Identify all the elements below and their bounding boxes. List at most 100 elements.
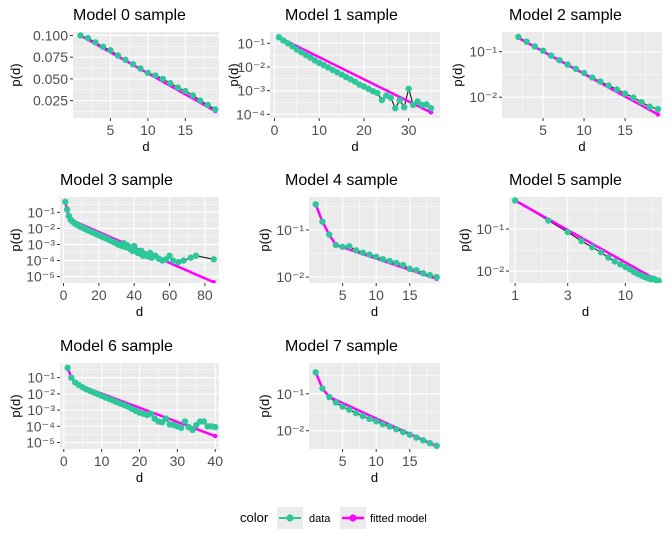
plot-area (62, 198, 217, 283)
plot-area (312, 369, 440, 449)
data-point (605, 254, 612, 261)
data-point (597, 78, 604, 85)
fit-point (428, 110, 434, 115)
data-point (406, 431, 413, 438)
data-point (99, 43, 107, 50)
data-point (189, 426, 196, 434)
legend-label-fit: fitted model (370, 513, 427, 525)
data-point (372, 418, 380, 425)
plot-background (60, 197, 219, 283)
data-point (545, 217, 552, 224)
data-point (181, 418, 189, 425)
y-axis-label: p(d) (8, 228, 23, 251)
x-tick-label: 30 (401, 122, 417, 138)
x-tick-label: 5 (539, 122, 547, 138)
y-tick-label: 10⁻¹ (476, 221, 504, 237)
y-tick-label: 10⁻¹ (276, 386, 304, 402)
data-point (386, 423, 393, 430)
data-point (548, 52, 555, 59)
y-tick-label: 10⁻² (27, 220, 55, 236)
x-tick-label: 60 (162, 287, 178, 303)
fit-point (655, 112, 661, 117)
x-tick-label: 20 (91, 287, 107, 303)
data-point (137, 65, 144, 72)
data-point (289, 43, 296, 50)
x-axis-label: d (142, 139, 149, 154)
data-point (275, 34, 283, 41)
data-point (107, 47, 114, 54)
data-point (386, 257, 393, 265)
y-tick-label: 10⁻¹ (237, 35, 265, 51)
data-point (352, 247, 360, 254)
x-tick-label: 10 (368, 287, 384, 303)
y-tick-label: 10⁻² (27, 386, 55, 402)
data-point (405, 85, 412, 92)
x-tick-label: 5 (339, 453, 347, 469)
plot-area (312, 201, 440, 282)
x-tick-label: 0 (60, 453, 68, 469)
data-point (420, 437, 427, 444)
data-point (523, 38, 530, 45)
data-point (539, 47, 547, 54)
plot-background (309, 363, 440, 449)
data-point (531, 43, 539, 50)
x-tick-label: 30 (170, 453, 186, 469)
y-tick-label: 10⁻⁴ (26, 253, 55, 269)
data-point (433, 273, 440, 281)
data-point (210, 256, 217, 263)
data-point (144, 69, 152, 77)
data-point (189, 92, 196, 99)
plot-area (515, 33, 662, 117)
data-point (122, 56, 129, 63)
y-tick-label: 10⁻⁵ (26, 269, 55, 285)
data-point (68, 374, 75, 381)
data-point (379, 421, 387, 428)
data-point (84, 34, 92, 42)
plot-area (77, 32, 219, 114)
data-point (511, 197, 519, 204)
x-axis-label: d (578, 139, 585, 154)
y-tick-label: 10⁻⁴ (26, 418, 55, 434)
data-point (159, 75, 167, 83)
data-point (339, 243, 346, 250)
data-point (63, 206, 71, 213)
x-tick-label: 10 (576, 122, 592, 138)
panel-title: Model 2 sample (509, 7, 622, 24)
panel-6: Model 6 sample 0 10 20 30 40 10⁻¹10⁻²10⁻³10⁻⁴1… (8, 338, 223, 485)
y-tick-label: 10⁻⁴ (236, 106, 265, 122)
data-point (588, 244, 596, 251)
panel-1: Model 1 sample 0 10 20 30 10⁻¹ 10⁻² 10⁻³ 10⁻⁴ d p(… (226, 7, 440, 154)
data-point (621, 90, 629, 97)
y-tick-label: 10⁻¹ (469, 44, 497, 60)
y-tick-label: 0.075 (33, 49, 68, 65)
y-axis-label: p(d) (257, 394, 272, 417)
data-point (597, 249, 605, 256)
data-point (630, 94, 637, 101)
data-point (77, 32, 84, 39)
x-tick-label: 80 (197, 287, 213, 303)
y-axis-label: p(d) (450, 63, 465, 86)
panel-title: Model 0 sample (73, 7, 186, 24)
data-point (572, 65, 580, 73)
data-point (212, 423, 219, 431)
y-axis-label: p(d) (8, 394, 23, 417)
data-point (129, 60, 137, 68)
panel-5: Model 5 sample 1 3 10 10⁻¹ 10⁻² d p(d) (457, 172, 662, 319)
legend-label-data: data (309, 513, 331, 525)
data-point (366, 415, 373, 423)
data-point (359, 412, 366, 420)
data-point (556, 56, 563, 64)
x-tick-label: 5 (107, 122, 115, 138)
data-point (427, 105, 435, 112)
data-point (182, 87, 189, 95)
data-point (372, 253, 380, 260)
y-tick-label: 0.025 (33, 93, 68, 109)
data-point (64, 364, 71, 372)
plot-area (64, 364, 219, 439)
x-axis-label: d (136, 304, 143, 319)
data-point (166, 252, 173, 259)
data-point (352, 409, 360, 417)
legend-point-fit (349, 514, 357, 522)
data-point (197, 97, 204, 104)
data-point (177, 424, 185, 432)
